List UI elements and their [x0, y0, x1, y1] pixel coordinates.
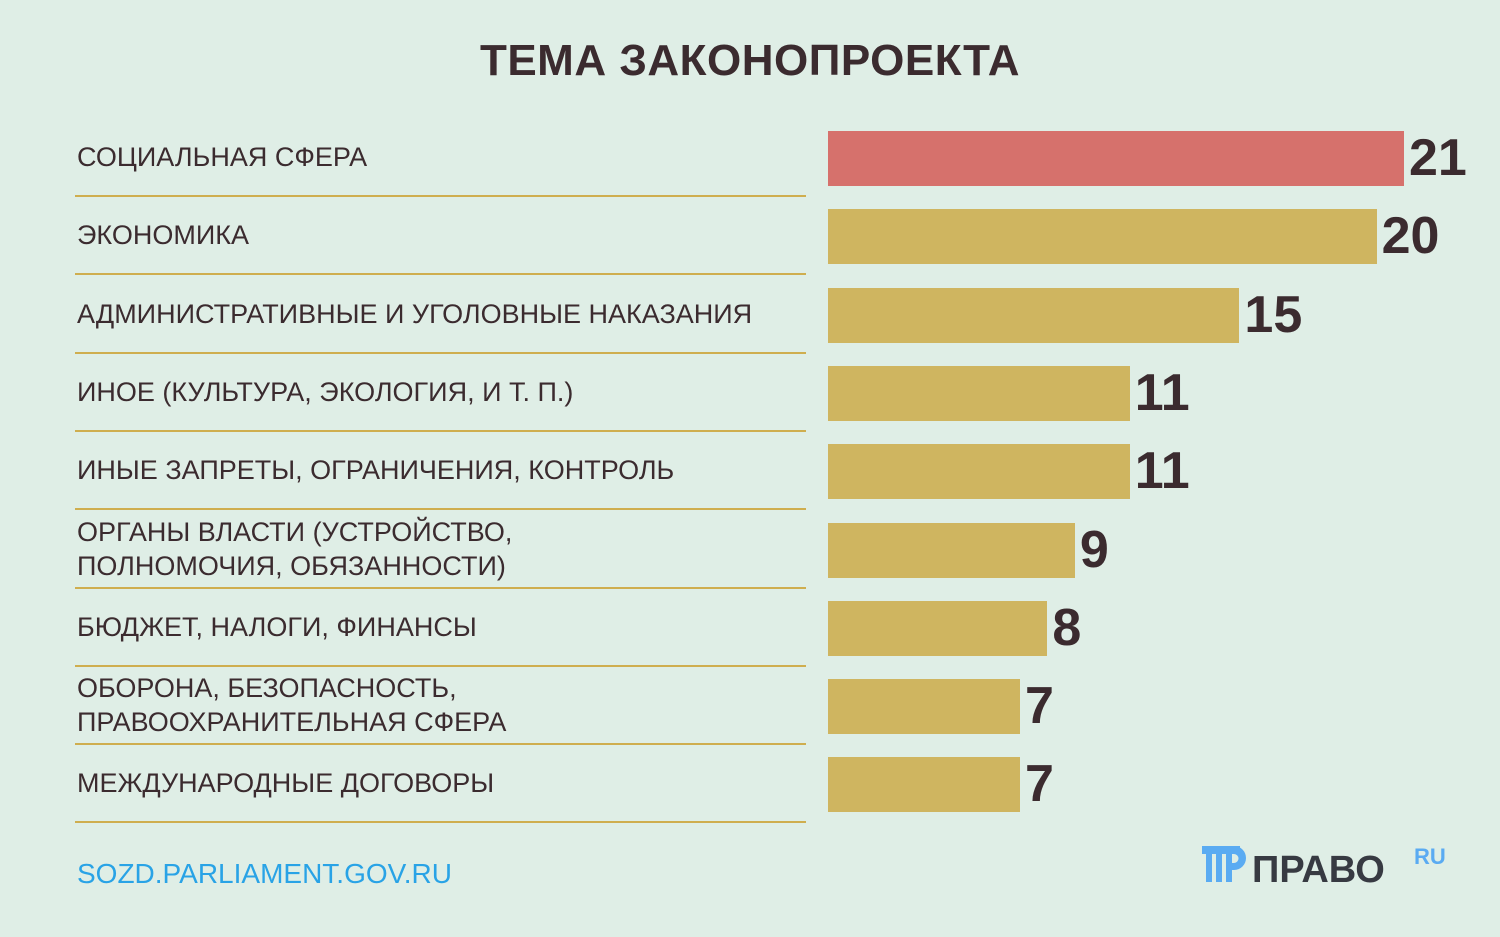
bar [828, 131, 1404, 186]
category-label: ИНЫЕ ЗАПРЕТЫ, ОГРАНИЧЕНИЯ, КОНТРОЛЬ [77, 434, 817, 506]
row-divider [75, 586, 806, 589]
data-label: 21 [1409, 129, 1467, 187]
category-label: МЕЖДУНАРОДНЫЕ ДОГОВОРЫ [77, 747, 817, 819]
bar [828, 287, 1240, 343]
bar [828, 444, 1130, 500]
data-label: 11 [1134, 442, 1190, 501]
row-divider [75, 195, 806, 197]
category-label-text: ОРГАНЫ ВЛАСТИ (УСТРОЙСТВО, ПОЛНОМОЧИЯ, О… [77, 516, 513, 581]
row-divider [75, 821, 806, 824]
row-divider [75, 351, 806, 354]
category-label: ОБОРОНА, БЕЗОПАСНОСТЬ, ПРАВООХРАНИТЕЛЬНА… [77, 669, 817, 741]
category-label: БЮДЖЕТ, НАЛОГИ, ФИНАНСЫ [77, 591, 817, 663]
chart-title: ТЕМА ЗАКОНОПРОЕКТА [479, 36, 1021, 85]
category-label: ОРГАНЫ ВЛАСТИ (УСТРОЙСТВО, ПОЛНОМОЧИЯ, О… [77, 513, 817, 585]
category-label-text: МЕЖДУНАРОДНЫЕ ДОГОВОРЫ [77, 768, 495, 799]
data-label: 7 [1025, 755, 1054, 814]
row-divider [75, 664, 806, 667]
category-label: СОЦИАЛЬНАЯ СФЕРА [77, 121, 817, 193]
pravo-logo-icon [1202, 846, 1246, 882]
data-label: 8 [1052, 598, 1082, 657]
pravo-ru-logo: ПРАВО RU [1202, 844, 1446, 890]
bar [828, 522, 1075, 578]
category-label: ЭКОНОМИКА [77, 199, 817, 271]
category-label-text: ИНОЕ (КУЛЬТУРА, ЭКОЛОГИЯ, И Т. П.) [77, 376, 574, 407]
category-label: АДМИНИСТРАТИВНЫЕ И УГОЛОВНЫЕ НАКАЗАНИЯ [77, 278, 817, 350]
row-divider [75, 508, 806, 511]
data-label: 9 [1079, 520, 1109, 579]
row-divider [75, 743, 806, 746]
bar [828, 365, 1130, 421]
category-label-text: БЮДЖЕТ, НАЛОГИ, ФИНАНСЫ [77, 611, 477, 642]
data-label: 7 [1025, 677, 1054, 736]
source-link[interactable]: SOZD.PARLIAMENT.GOV.RU [77, 858, 452, 889]
bar [828, 757, 1020, 813]
row-divider [75, 273, 806, 276]
bar [828, 600, 1048, 656]
data-label: 15 [1244, 285, 1303, 344]
category-label-text: АДМИНИСТРАТИВНЫЕ И УГОЛОВНЫЕ НАКАЗАНИЯ [77, 298, 753, 329]
logo-text: ПРАВО [1252, 849, 1385, 890]
data-label: 11 [1134, 363, 1190, 422]
row-divider [75, 429, 806, 432]
bar [828, 209, 1377, 265]
data-label: 20 [1381, 207, 1440, 266]
category-label-text: ОБОРОНА, БЕЗОПАСНОСТЬ, ПРАВООХРАНИТЕЛЬНА… [77, 673, 507, 738]
bar [828, 679, 1020, 735]
category-label-text: ИНЫЕ ЗАПРЕТЫ, ОГРАНИЧЕНИЯ, КОНТРОЛЬ [77, 455, 675, 486]
category-label-text: ЭКОНОМИКА [77, 220, 249, 251]
category-label-text: СОЦИАЛЬНАЯ СФЕРА [77, 142, 368, 172]
category-label: ИНОЕ (КУЛЬТУРА, ЭКОЛОГИЯ, И Т. П.) [77, 356, 817, 428]
logo-suffix: RU [1414, 844, 1446, 869]
